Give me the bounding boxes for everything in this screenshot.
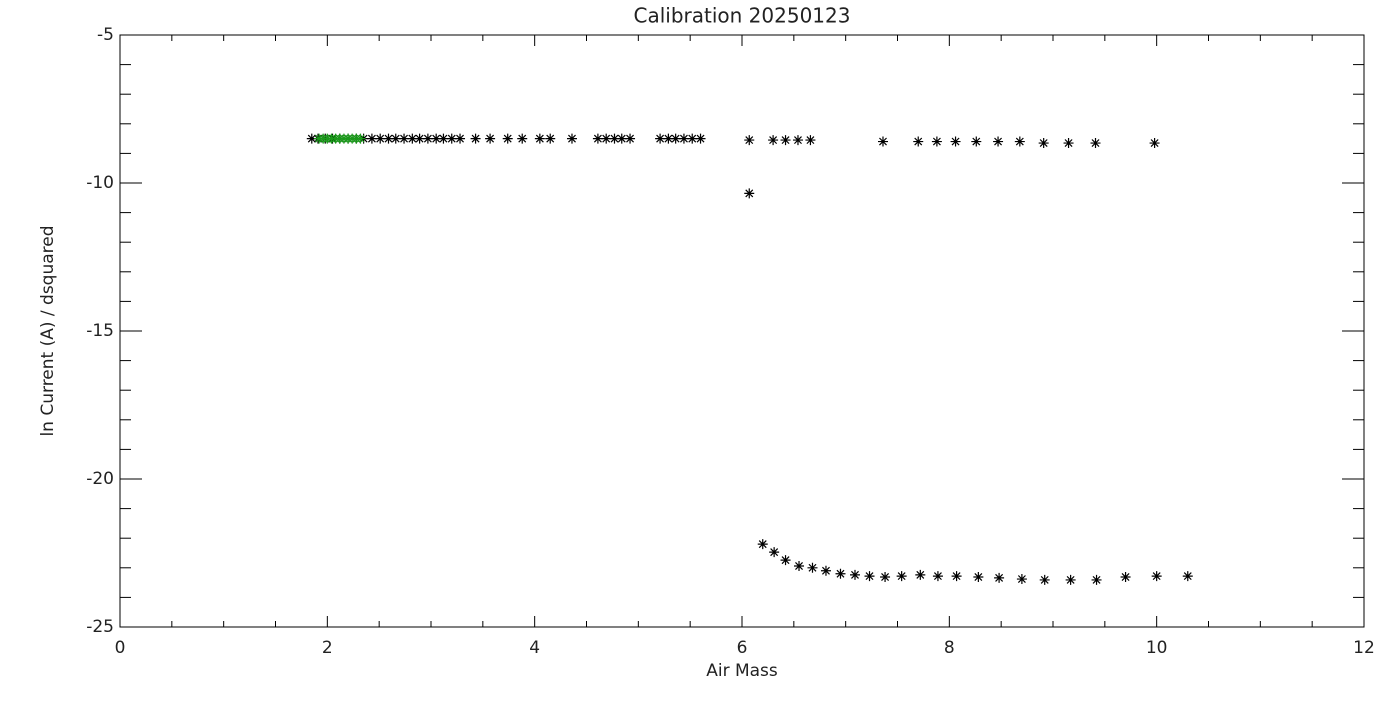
data-point	[757, 539, 768, 550]
data-point	[455, 133, 466, 144]
data-point	[678, 133, 689, 144]
data-point	[592, 133, 603, 144]
data-point	[407, 133, 418, 144]
data-point	[1120, 571, 1131, 582]
data-point	[744, 135, 755, 146]
data-point	[609, 133, 620, 144]
data-point	[792, 135, 803, 146]
y-tick-label: -15	[86, 321, 114, 341]
data-point	[1038, 138, 1049, 149]
data-point	[1016, 574, 1027, 585]
data-point	[993, 136, 1004, 147]
data-point	[896, 571, 907, 582]
data-point	[545, 133, 556, 144]
data-point	[835, 568, 846, 579]
x-tick-label: 4	[529, 638, 540, 658]
data-point	[880, 571, 891, 582]
data-point	[849, 569, 860, 580]
data-point	[780, 135, 791, 146]
data-point	[422, 133, 433, 144]
x-axis-label: Air Mass	[706, 661, 778, 681]
data-point	[446, 133, 457, 144]
data-point	[355, 133, 366, 144]
data-point	[1149, 138, 1160, 149]
x-tick-label: 12	[1353, 638, 1375, 658]
x-tick-label: 8	[944, 638, 955, 658]
data-point	[931, 136, 942, 147]
data-point	[414, 133, 425, 144]
data-point	[973, 571, 984, 582]
data-point	[971, 136, 982, 147]
data-point	[375, 133, 386, 144]
data-point	[1063, 138, 1074, 149]
x-tick-label: 10	[1146, 638, 1168, 658]
data-point	[1039, 574, 1050, 585]
data-point	[390, 133, 401, 144]
data-point	[601, 133, 612, 144]
data-point	[655, 133, 666, 144]
data-point	[366, 133, 377, 144]
data-point	[744, 188, 755, 199]
data-point	[625, 133, 636, 144]
data-point	[994, 572, 1005, 583]
x-tick-label: 6	[737, 638, 748, 658]
x-tick-label: 2	[322, 638, 333, 658]
data-point	[695, 133, 706, 144]
data-point	[1014, 136, 1025, 147]
data-point	[383, 133, 394, 144]
y-tick-label: -10	[86, 173, 114, 193]
data-point	[820, 565, 831, 576]
data-point	[805, 135, 816, 146]
data-point	[794, 561, 805, 572]
data-point	[566, 133, 577, 144]
x-tick-label: 0	[115, 638, 126, 658]
data-point	[1182, 571, 1193, 582]
data-point	[399, 133, 410, 144]
data-point	[1065, 574, 1076, 585]
data-point	[502, 133, 513, 144]
data-point	[616, 133, 627, 144]
chart-title: Calibration 20250123	[634, 4, 851, 28]
data-point	[687, 133, 698, 144]
data-point	[663, 133, 674, 144]
y-tick-label: -5	[97, 25, 114, 45]
data-point	[864, 571, 875, 582]
data-point	[534, 133, 545, 144]
data-point	[485, 133, 496, 144]
data-point	[670, 133, 681, 144]
data-point	[1091, 574, 1102, 585]
data-point	[951, 571, 962, 582]
data-point	[768, 135, 779, 146]
data-point	[438, 133, 449, 144]
data-point	[915, 569, 926, 580]
data-point	[913, 136, 924, 147]
data-point	[1090, 138, 1101, 149]
data-point	[306, 133, 317, 144]
data-point	[517, 133, 528, 144]
data-point	[950, 136, 961, 147]
data-point	[769, 547, 780, 558]
data-point	[470, 133, 481, 144]
data-point	[807, 562, 818, 573]
data-point	[1151, 571, 1162, 582]
data-point	[877, 136, 888, 147]
y-tick-label: -20	[86, 469, 114, 489]
data-point	[431, 133, 442, 144]
y-axis-label: ln Current (A) / dsquared	[38, 225, 58, 436]
data-point	[780, 555, 791, 566]
y-tick-label: -25	[86, 617, 114, 637]
data-point	[932, 571, 943, 582]
